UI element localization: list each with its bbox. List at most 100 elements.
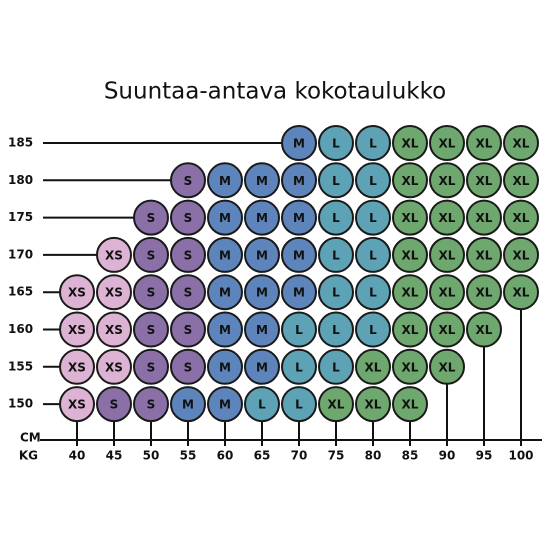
size-circle — [429, 199, 465, 236]
height-label: 150 — [8, 397, 33, 411]
size-circle — [170, 348, 206, 385]
size-label: XS — [105, 248, 123, 262]
size-label: XL — [513, 248, 530, 262]
size-label: L — [332, 286, 340, 300]
size-circle — [207, 162, 243, 199]
size-circle — [170, 199, 206, 236]
size-label: M — [219, 211, 231, 225]
size-label: XL — [513, 286, 530, 300]
size-label: XL — [439, 360, 456, 374]
size-circle — [318, 386, 354, 423]
size-circle — [59, 311, 95, 348]
size-label: XL — [439, 174, 456, 188]
size-label: M — [256, 360, 268, 374]
weight-label: 70 — [291, 449, 308, 463]
size-label: S — [184, 248, 193, 262]
size-circle — [133, 386, 169, 423]
size-label: L — [332, 248, 340, 262]
size-label: XL — [402, 137, 419, 151]
size-label: XL — [513, 137, 530, 151]
size-circle — [466, 274, 502, 311]
size-circle — [429, 311, 465, 348]
size-circle — [503, 236, 539, 273]
size-circle — [392, 311, 428, 348]
size-label: XS — [105, 286, 123, 300]
size-label: XL — [476, 137, 493, 151]
weight-label: 60 — [217, 449, 234, 463]
size-label: XL — [328, 398, 345, 412]
size-circle — [392, 274, 428, 311]
size-circle — [207, 274, 243, 311]
size-circle — [392, 125, 428, 161]
size-circle — [96, 386, 132, 423]
size-label: L — [332, 174, 340, 188]
size-circle — [503, 199, 539, 236]
size-label: XL — [476, 174, 493, 188]
size-circle — [281, 348, 317, 385]
weight-label: 40 — [69, 449, 86, 463]
size-circle — [170, 386, 206, 423]
weight-label: 50 — [143, 449, 160, 463]
size-circle — [318, 311, 354, 348]
size-label: M — [256, 174, 268, 188]
size-label: L — [332, 211, 340, 225]
size-label: L — [369, 286, 377, 300]
size-circle — [318, 162, 354, 199]
size-label: L — [369, 248, 377, 262]
size-label: S — [184, 323, 193, 337]
size-circle — [355, 125, 391, 161]
size-circle — [281, 162, 317, 199]
size-label: M — [256, 248, 268, 262]
size-circle — [392, 199, 428, 236]
size-circle — [355, 199, 391, 236]
size-circle — [503, 274, 539, 311]
size-circle — [244, 162, 280, 199]
size-circle — [207, 199, 243, 236]
size-circle — [133, 236, 169, 273]
size-circle — [133, 199, 169, 236]
size-label: L — [295, 398, 303, 412]
height-label: 165 — [8, 285, 33, 299]
size-label: XL — [476, 286, 493, 300]
size-label: XL — [476, 211, 493, 225]
size-label: XL — [402, 398, 419, 412]
size-label: S — [147, 360, 156, 374]
size-circle — [503, 162, 539, 199]
size-circle — [281, 311, 317, 348]
size-label: M — [219, 286, 231, 300]
size-circle — [281, 274, 317, 311]
size-label: S — [184, 360, 193, 374]
weight-label: 80 — [365, 449, 382, 463]
size-circle — [170, 162, 206, 199]
weight-label: 75 — [328, 449, 345, 463]
size-circle — [244, 311, 280, 348]
size-label: XS — [68, 323, 86, 337]
size-label: S — [147, 248, 156, 262]
size-label: M — [293, 137, 305, 151]
size-label: XL — [513, 211, 530, 225]
size-label: L — [369, 323, 377, 337]
height-label: 155 — [8, 359, 33, 373]
size-circle — [355, 162, 391, 199]
size-circle — [429, 348, 465, 385]
size-circle — [170, 274, 206, 311]
size-label: S — [147, 211, 156, 225]
size-circle — [466, 199, 502, 236]
size-label: XL — [439, 211, 456, 225]
size-label: M — [293, 248, 305, 262]
size-label: XL — [402, 286, 419, 300]
size-circle — [466, 311, 502, 348]
size-label: XL — [402, 211, 419, 225]
size-circle — [318, 348, 354, 385]
weight-label: 85 — [402, 449, 419, 463]
size-circle — [355, 348, 391, 385]
weight-label: 55 — [180, 449, 197, 463]
size-label: M — [256, 286, 268, 300]
size-circle — [355, 236, 391, 273]
size-label: L — [295, 323, 303, 337]
size-circle — [207, 348, 243, 385]
size-circle — [59, 348, 95, 385]
size-label: M — [293, 286, 305, 300]
size-circle — [429, 125, 465, 161]
size-circle — [355, 274, 391, 311]
